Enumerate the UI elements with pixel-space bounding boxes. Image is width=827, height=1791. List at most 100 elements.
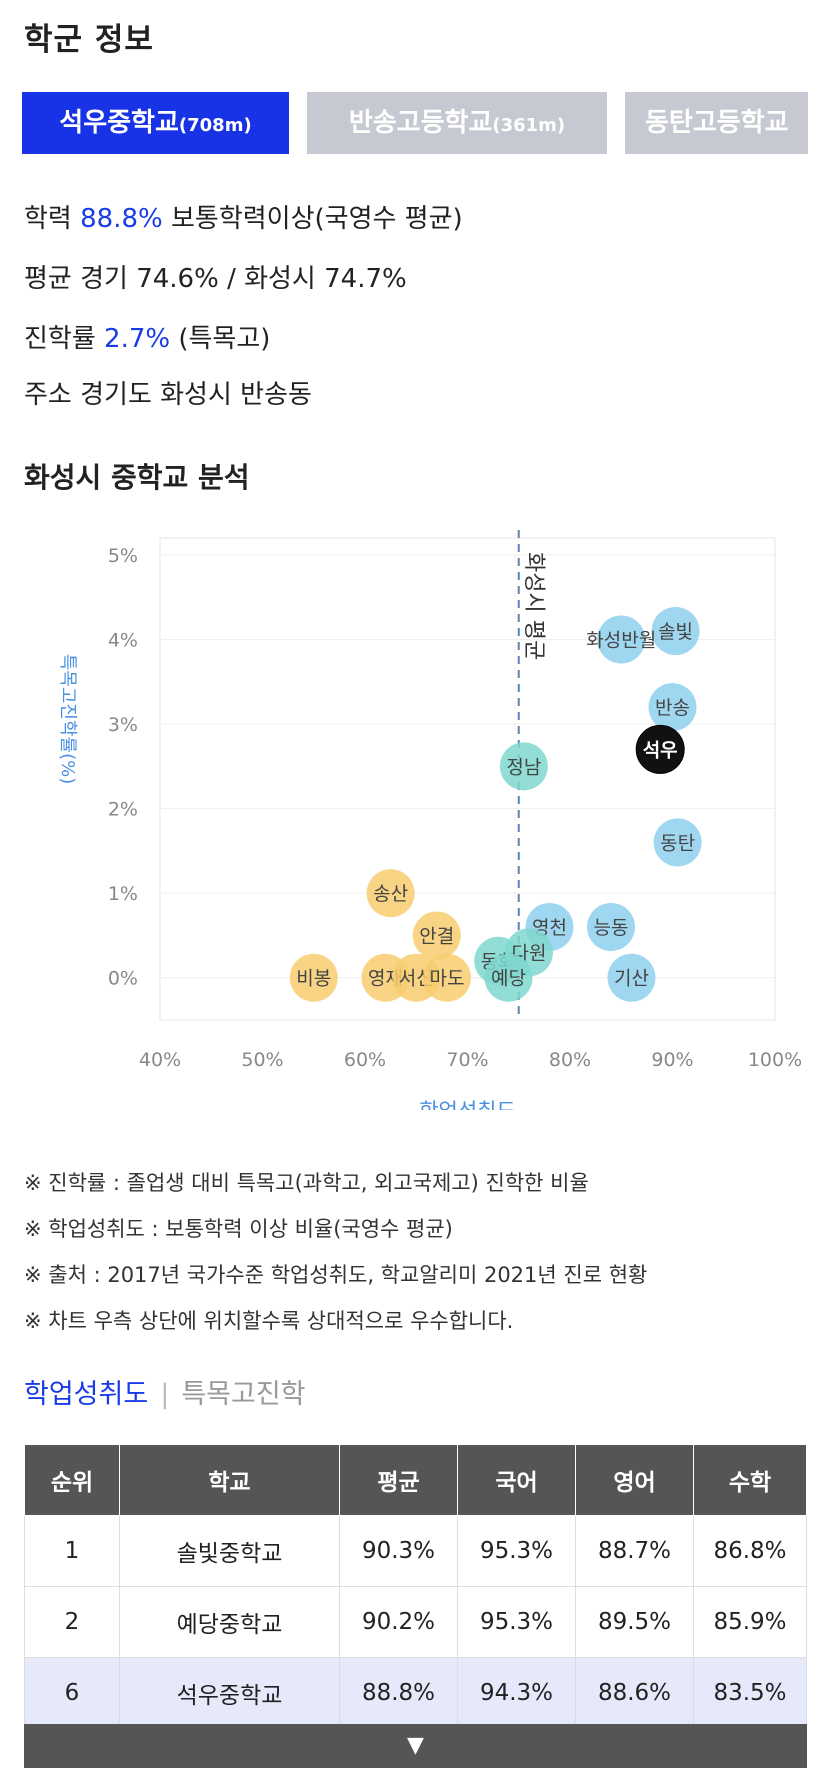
header-korean: 국어 (457, 1444, 576, 1516)
point-비봉 (289, 953, 338, 1002)
x-tick-label: 40% (139, 1049, 181, 1071)
point-label: 기산 (614, 968, 649, 990)
point-마도 (423, 953, 471, 1002)
table-header-row: 순위 학교 평균 국어 영어 수학 (24, 1444, 807, 1516)
cell-rank: 1 (24, 1515, 120, 1587)
point-label: 솔빛 (658, 621, 693, 643)
cell-english: 88.7% (575, 1515, 694, 1587)
tab-school-2[interactable]: 동탄고등학교 (625, 92, 808, 154)
x-tick-label: 80% (549, 1049, 591, 1071)
cell-rank: 2 (24, 1586, 120, 1658)
point-예당 (484, 953, 533, 1002)
x-tick-label: 60% (344, 1049, 386, 1071)
admission-label: 진학률 (24, 324, 96, 354)
scatter-chart: 0% 1% 2% 3% 4% 5% 40% 50% 60% 70% 80% 90% 100% 학업성취도 특… (57, 530, 802, 1110)
admission-desc: (특목고) (178, 324, 271, 354)
academic-line: 학력 88.8% 보통학력이상(국영수 평균) (24, 198, 463, 235)
cell-korean: 95.3% (457, 1515, 576, 1587)
point-label: 정남 (506, 756, 541, 778)
point-화성반월 (597, 615, 646, 664)
note-0: ※ 진학률 : 졸업생 대비 특목고(과학고, 외고국제고) 진학한 비율 (24, 1171, 589, 1195)
cell-english: 88.6% (575, 1657, 694, 1729)
tab-special-admission[interactable]: 특목고진학 (181, 1379, 306, 1410)
tab-achievement[interactable]: 학업성취도 (24, 1379, 149, 1410)
cell-average: 90.3% (339, 1515, 458, 1587)
tab-label: 동탄고등학교 (645, 108, 789, 138)
point-label: 마도 (430, 968, 465, 990)
y-tick-label: 4% (108, 629, 138, 651)
tab-label: 석우중학교 (59, 108, 179, 138)
cell-korean: 94.3% (457, 1657, 576, 1729)
tab-label: 반송고등학교 (348, 108, 493, 138)
point-안결 (412, 911, 461, 960)
tab-distance: (361m) (492, 115, 566, 136)
y-tick-label: 1% (108, 883, 138, 905)
header-average: 평균 (339, 1444, 458, 1516)
average-line: 평균 경기 74.6% / 화성시 74.7% (24, 264, 407, 294)
tab-distance: (708m) (178, 115, 252, 136)
notes: ※ 진학률 : 졸업생 대비 특목고(과학고, 외고국제고) 진학한 비율 ※ … (24, 1160, 647, 1344)
point-label: 동탄 (660, 832, 695, 854)
ranking-table: 순위 학교 평균 국어 영어 수학 1 솔빛중학교 90.3% 95.3% 88… (24, 1444, 807, 1729)
note-3: ※ 차트 우측 상단에 위치할수록 상대적으로 우수합니다. (24, 1309, 514, 1333)
x-axis-label: 학업성취도 (419, 1099, 516, 1110)
cell-rank: 6 (24, 1657, 120, 1729)
page-title: 학군 정보 (24, 22, 154, 58)
point-반송 (648, 683, 697, 732)
plot-frame (159, 537, 776, 1021)
point-label: 석우 (643, 739, 678, 761)
header-math: 수학 (693, 1444, 807, 1516)
point-label: 화성반월 (586, 629, 656, 651)
y-tick-label: 3% (108, 714, 138, 736)
x-tick-label: 90% (651, 1049, 693, 1071)
x-tick-label: 50% (241, 1049, 283, 1071)
point-label: 능동 (594, 917, 629, 939)
point-label: 예당 (491, 968, 526, 990)
ranking-tabs: 학업성취도 | 특목고진학 (24, 1372, 306, 1411)
point-송산 (366, 869, 415, 918)
point-label: 비봉 (296, 968, 331, 990)
point-label: 반송 (655, 697, 690, 719)
cell-math: 85.9% (693, 1586, 807, 1658)
cell-korean: 95.3% (457, 1586, 576, 1658)
address-line: 주소 경기도 화성시 반송동 (24, 380, 312, 410)
table-row[interactable]: 1 솔빛중학교 90.3% 95.3% 88.7% 86.8% (24, 1515, 807, 1587)
table-row-highlighted[interactable]: 6 석우중학교 88.8% 94.3% 88.6% 83.5% (24, 1657, 807, 1729)
point-label: 안결 (419, 925, 454, 947)
x-tick-label: 100% (748, 1049, 802, 1071)
cell-english: 89.5% (575, 1586, 694, 1658)
tab-school-1[interactable]: 반송고등학교(361m) (307, 92, 607, 154)
expand-table-button[interactable]: ▼ (24, 1724, 807, 1768)
header-rank: 순위 (24, 1444, 120, 1516)
header-school: 학교 (119, 1444, 340, 1516)
note-1: ※ 학업성취도 : 보통학력 이상 비율(국영수 평균) (24, 1217, 453, 1241)
y-tick-label: 5% (108, 545, 138, 567)
point-동탄 (653, 818, 702, 867)
y-tick-label: 2% (108, 799, 138, 821)
tab-separator: | (160, 1379, 170, 1410)
cell-math: 86.8% (693, 1515, 807, 1587)
admission-line: 진학률 2.7% (특목고) (24, 318, 270, 355)
point-솔빛 (651, 607, 700, 656)
cell-average: 88.8% (339, 1657, 458, 1729)
cell-school: 석우중학교 (119, 1657, 340, 1729)
academic-value: 88.8% (80, 204, 163, 234)
cell-school: 솔빛중학교 (119, 1515, 340, 1587)
admission-value: 2.7% (104, 324, 171, 354)
point-기산 (607, 953, 656, 1002)
tab-school-0[interactable]: 석우중학교(708m) (22, 92, 289, 154)
table-row[interactable]: 2 예당중학교 90.2% 95.3% 89.5% 85.9% (24, 1586, 807, 1658)
school-tabs: 석우중학교(708m) 반송고등학교(361m) 동탄고등학교 (22, 92, 808, 154)
point-능동 (587, 902, 635, 951)
cell-school: 예당중학교 (119, 1586, 340, 1658)
y-axis-label: 특목고진학률(%) (57, 654, 78, 785)
point-label: 송산 (373, 883, 408, 905)
x-tick-label: 70% (446, 1049, 488, 1071)
cell-average: 90.2% (339, 1586, 458, 1658)
chevron-down-icon: ▼ (407, 1733, 424, 1758)
academic-desc: 보통학력이상(국영수 평균) (170, 204, 463, 234)
average-line-label: 화성시 평균 (521, 552, 546, 660)
academic-label: 학력 (24, 204, 72, 234)
analysis-title: 화성시 중학교 분석 (24, 461, 250, 494)
